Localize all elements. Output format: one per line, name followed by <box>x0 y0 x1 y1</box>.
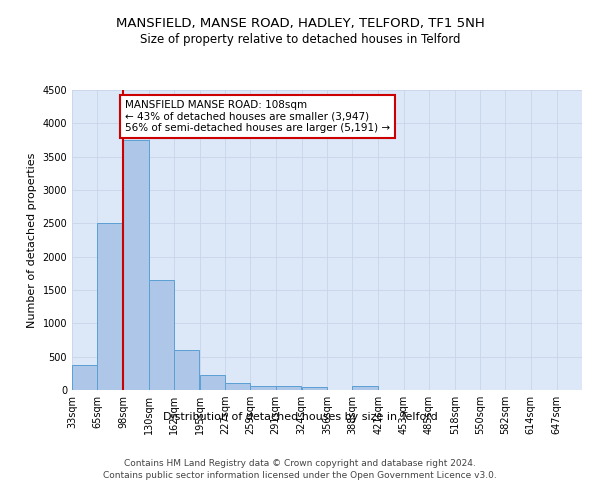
Text: MANSFIELD, MANSE ROAD, HADLEY, TELFORD, TF1 5NH: MANSFIELD, MANSE ROAD, HADLEY, TELFORD, … <box>116 18 484 30</box>
Bar <box>174 350 199 390</box>
Bar <box>250 386 275 390</box>
Text: Distribution of detached houses by size in Telford: Distribution of detached houses by size … <box>163 412 437 422</box>
Text: MANSFIELD MANSE ROAD: 108sqm
← 43% of detached houses are smaller (3,947)
56% of: MANSFIELD MANSE ROAD: 108sqm ← 43% of de… <box>125 100 390 133</box>
Bar <box>72 364 97 390</box>
Text: Contains HM Land Registry data © Crown copyright and database right 2024.
Contai: Contains HM Land Registry data © Crown c… <box>103 458 497 480</box>
Bar <box>124 140 149 390</box>
Bar <box>149 280 174 390</box>
Bar <box>97 224 122 390</box>
Bar <box>275 386 301 390</box>
Y-axis label: Number of detached properties: Number of detached properties <box>27 152 37 328</box>
Bar <box>225 382 250 390</box>
Bar <box>200 374 225 390</box>
Bar <box>302 386 327 390</box>
Text: Size of property relative to detached houses in Telford: Size of property relative to detached ho… <box>140 32 460 46</box>
Bar <box>352 386 377 390</box>
